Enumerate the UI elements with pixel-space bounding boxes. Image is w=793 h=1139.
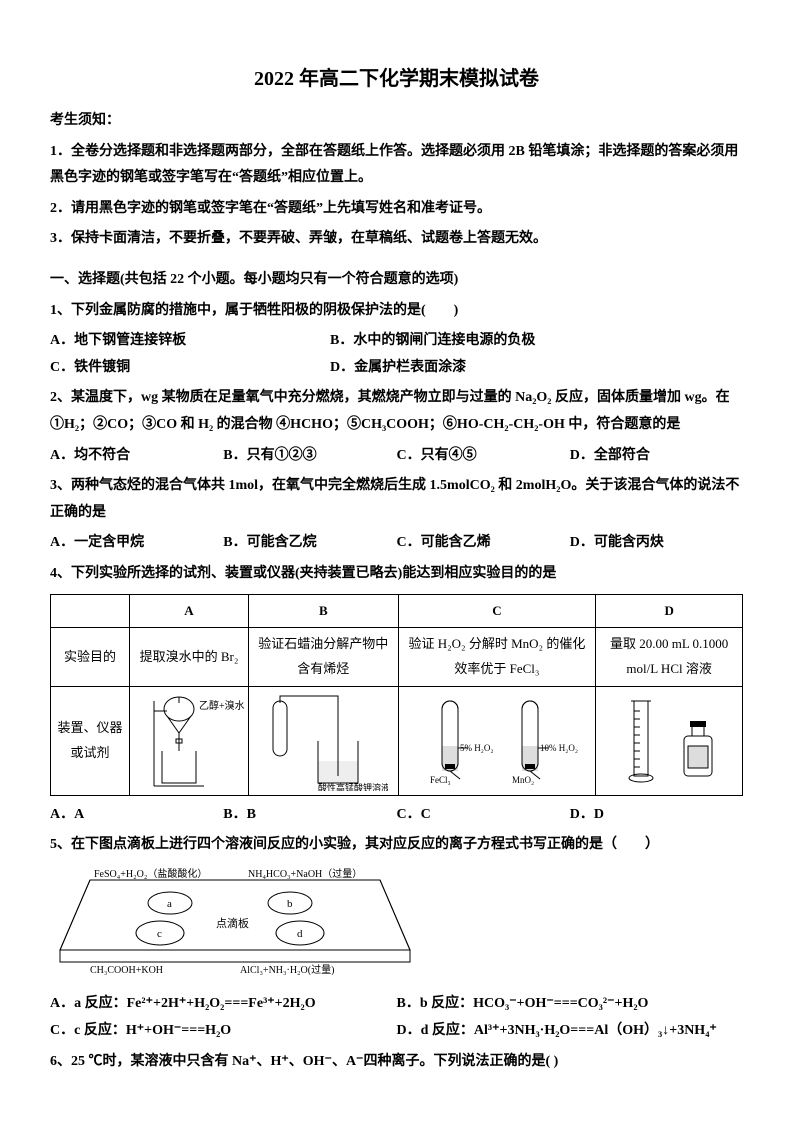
q5-opt-d: D．d 反应：Al³⁺+3NH₃·H₂O===Al（OH）₃↓+3NH₄⁺ — [397, 1018, 744, 1045]
q4-opt-a: A．A — [50, 802, 223, 829]
q4-stem: 4、下列实验所选择的试剂、装置或仪器(夹持装置已略去)能达到相应实验目的的是 — [50, 561, 743, 588]
q2-stem: 2、某温度下，wg 某物质在足量氧气中充分燃烧，其燃烧产物立即与过量的 Na₂O… — [50, 385, 743, 438]
q4-opt-c: C．C — [397, 802, 570, 829]
q1-opt-b: B．水中的钢闸门连接电源的负极 — [330, 328, 535, 355]
q4-apparatus-a: 乙醇+溴水 — [130, 686, 249, 795]
q5-stem: 5、在下图点滴板上进行四个溶液间反应的小实验，其对应反应的离子方程式书写正确的是… — [50, 832, 743, 859]
svg-text:酸性高锰酸钾溶液: 酸性高锰酸钾溶液 — [318, 782, 388, 791]
q4-table: A B C D 实验目的 提取溴水中的 Br₂ 验证石蜡油分解产物中含有烯烃 验… — [50, 594, 743, 796]
q3-opt-d: D．可能含丙炔 — [570, 530, 743, 557]
instructions-header: 考生须知： — [50, 108, 743, 135]
q4-row-purpose-label: 实验目的 — [51, 628, 130, 686]
svg-text:乙醇+溴水: 乙醇+溴水 — [199, 699, 244, 712]
svg-text:d: d — [297, 928, 303, 940]
q4-purpose-b: 验证石蜡油分解产物中含有烯烃 — [249, 628, 399, 686]
svg-text:点滴板: 点滴板 — [216, 916, 249, 930]
svg-text:a: a — [167, 898, 172, 910]
q4-col-c: C — [398, 594, 596, 628]
q4-purpose-d: 量取 20.00 mL 0.1000 mol/L HCl 溶液 — [596, 628, 743, 686]
q1-opt-d: D．金属护栏表面涂漆 — [330, 355, 466, 382]
q2-opt-d: D．全部符合 — [570, 443, 743, 470]
svg-text:CH₃COOH+KOH: CH₃COOH+KOH — [90, 965, 163, 975]
q6-stem: 6、25 ℃时，某溶液中只含有 Na⁺、H⁺、OH⁻、A⁻四种离子。下列说法正确… — [50, 1049, 743, 1076]
q5-opt-c: C．c 反应：H⁺+OH⁻===H₂O — [50, 1018, 397, 1045]
q3-opt-a: A．一定含甲烷 — [50, 530, 223, 557]
q4-apparatus-d — [596, 686, 743, 795]
page-title: 2022 年高二下化学期末模拟试卷 — [50, 60, 743, 98]
svg-text:AlCl₃+NH₃·H₂O(过量): AlCl₃+NH₃·H₂O(过量) — [240, 963, 334, 975]
q5-plate-diagram: a b c d 点滴板 FeSO₄+H₂O₂（盐酸酸化） NH₄HCO₃+NaO… — [50, 865, 743, 986]
q2-opt-b: B．只有①②③ — [223, 443, 396, 470]
q4-opt-b: B．B — [223, 802, 396, 829]
q4-apparatus-c: 5% H₂O₂ FeCl₃ 10% H₂O₂ MnO₂ — [398, 686, 596, 795]
q2-opt-a: A．均不符合 — [50, 443, 223, 470]
q1-opt-a: A．地下钢管连接锌板 — [50, 328, 330, 355]
instruction-1: 1．全卷分选择题和非选择题两部分，全部在答题纸上作答。选择题必须用 2B 铅笔填… — [50, 139, 743, 192]
q4-col-d: D — [596, 594, 743, 628]
q3-opt-b: B．可能含乙烷 — [223, 530, 396, 557]
q4-col-a: A — [130, 594, 249, 628]
q4-row-apparatus-label: 装置、仪器或试剂 — [51, 686, 130, 795]
svg-text:FeSO₄+H₂O₂（盐酸酸化）: FeSO₄+H₂O₂（盐酸酸化） — [94, 867, 207, 880]
q2-opt-c: C．只有④⑤ — [397, 443, 570, 470]
q5-opt-b: B．b 反应：HCO₃⁻+OH⁻===CO₃²⁻+H₂O — [397, 991, 744, 1018]
svg-text:c: c — [157, 928, 162, 940]
instruction-2: 2．请用黑色字迹的钢笔或签字笔在“答题纸”上先填写姓名和准考证号。 — [50, 196, 743, 223]
q4-purpose-c: 验证 H₂O₂ 分解时 MnO₂ 的催化效率优于 FeCl₃ — [398, 628, 596, 686]
q4-apparatus-b: 酸性高锰酸钾溶液 — [249, 686, 399, 795]
q1-stem: 1、下列金属防腐的措施中，属于牺牲阳极的阴极保护法的是( ) — [50, 298, 743, 325]
q1-opt-c: C．铁件镀铜 — [50, 355, 330, 382]
q5-opt-a: A．a 反应：Fe²⁺+2H⁺+H₂O₂===Fe³⁺+2H₂O — [50, 991, 397, 1018]
svg-text:b: b — [287, 898, 293, 910]
instruction-3: 3．保持卡面清洁，不要折叠，不要弄破、弄皱，在草稿纸、试题卷上答题无效。 — [50, 226, 743, 253]
q3-stem: 3、两种气态烃的混合气体共 1mol，在氧气中完全燃烧后生成 1.5molCO₂… — [50, 473, 743, 526]
svg-text:FeCl₃: FeCl₃ — [430, 775, 451, 785]
q4-opt-d: D．D — [570, 802, 743, 829]
svg-text:NH₄HCO₃+NaOH（过量）: NH₄HCO₃+NaOH（过量） — [248, 867, 362, 880]
q4-col-b: B — [249, 594, 399, 628]
svg-text:MnO₂: MnO₂ — [512, 775, 534, 785]
section-1-heading: 一、选择题(共包括 22 个小题。每小题均只有一个符合题意的选项) — [50, 267, 743, 294]
q3-opt-c: C．可能含乙烯 — [397, 530, 570, 557]
q4-purpose-a: 提取溴水中的 Br₂ — [130, 628, 249, 686]
